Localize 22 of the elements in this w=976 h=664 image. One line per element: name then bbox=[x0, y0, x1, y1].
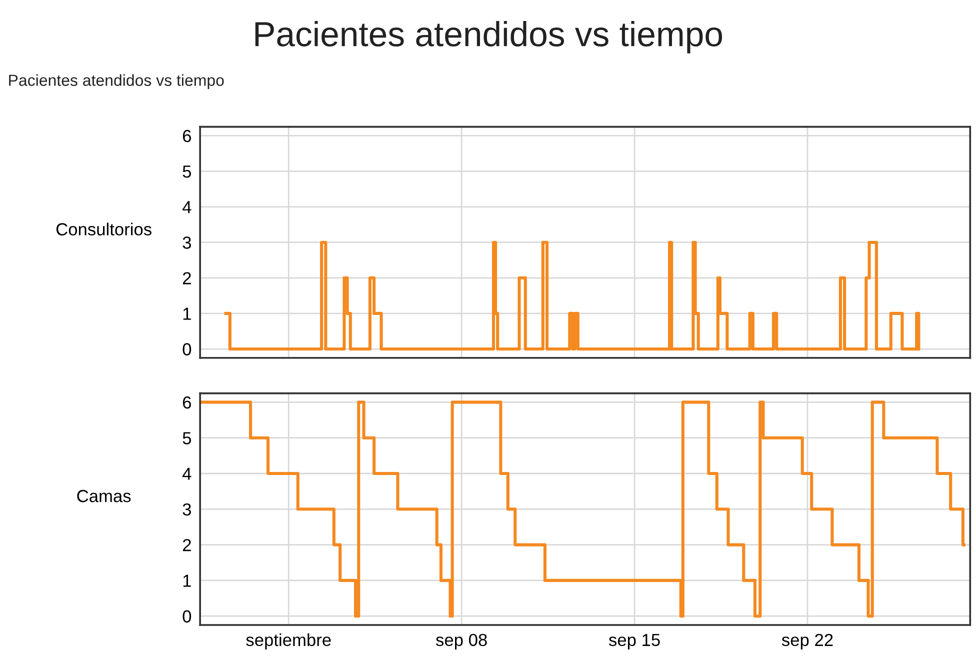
y-tick-label: 5 bbox=[182, 432, 192, 444]
y-tick-label: 5 bbox=[182, 166, 192, 178]
y-tick-label: 1 bbox=[183, 574, 191, 587]
y-tick-label: 6 bbox=[182, 130, 191, 142]
chart-title: Pacientes atendidos vs tiempo bbox=[9, 74, 224, 90]
y-tick-label: 3 bbox=[182, 236, 191, 249]
y-tick-label: 4 bbox=[182, 201, 192, 214]
y-tick-label: 1 bbox=[183, 308, 191, 320]
y-axis-title: Consultorios bbox=[56, 222, 152, 236]
chart-subtitle: Pacientes atendidos vs tiempo bbox=[255, 21, 722, 54]
y-tick-label: 2 bbox=[182, 538, 191, 552]
y-tick-label: 4 bbox=[182, 468, 192, 480]
x-tick-label: sep 15 bbox=[608, 634, 660, 650]
y-tick-label: 2 bbox=[182, 272, 191, 284]
x-tick-label: septiembre bbox=[246, 633, 331, 650]
y-tick-label: 6 bbox=[182, 396, 191, 409]
x-tick-label: sep 22 bbox=[782, 634, 833, 650]
y-tick-label: 0 bbox=[182, 343, 192, 356]
x-tick-label: sep 08 bbox=[436, 634, 487, 650]
y-tick-label: 3 bbox=[182, 503, 191, 516]
y-axis-title: Camas bbox=[77, 490, 131, 502]
y-tick-label: 0 bbox=[182, 610, 192, 623]
